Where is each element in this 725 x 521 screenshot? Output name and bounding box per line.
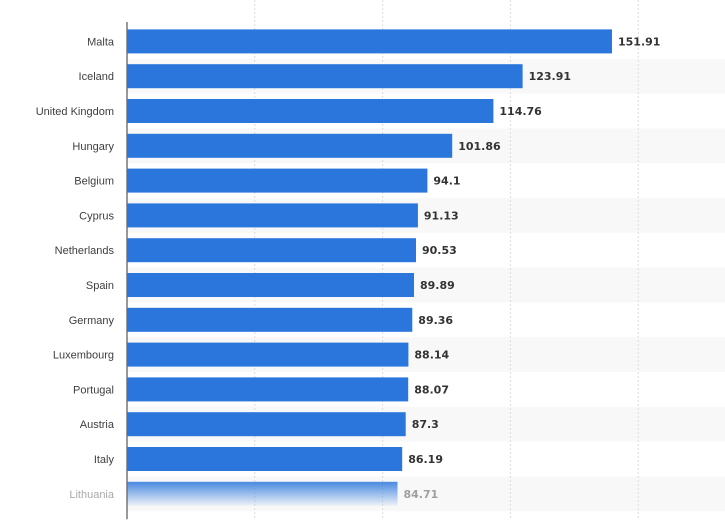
value-label: 114.76 xyxy=(499,105,542,118)
category-label: Germany xyxy=(69,315,115,327)
bar xyxy=(127,447,403,471)
bar xyxy=(127,307,413,332)
category-label: Italy xyxy=(94,454,115,466)
bar xyxy=(127,133,453,158)
value-label: 88.07 xyxy=(414,383,449,396)
value-label: 123.91 xyxy=(529,70,571,83)
value-label: 86.19 xyxy=(408,453,443,466)
value-label: 87.3 xyxy=(412,418,439,431)
bar xyxy=(127,377,409,402)
bar xyxy=(127,99,494,123)
category-label: Netherlands xyxy=(55,245,115,257)
category-label: Iceland xyxy=(79,71,114,83)
bar xyxy=(127,64,523,89)
bar xyxy=(127,168,428,193)
value-label: 89.89 xyxy=(420,279,455,292)
value-label: 94.1 xyxy=(433,175,460,188)
category-label: United Kingdom xyxy=(36,106,114,118)
category-label: Hungary xyxy=(72,141,114,153)
bar xyxy=(127,203,418,228)
bar xyxy=(127,273,414,297)
value-label: 89.36 xyxy=(418,314,453,327)
category-label: Malta xyxy=(87,36,115,48)
value-label: 91.13 xyxy=(424,209,459,222)
value-label: 90.53 xyxy=(422,244,457,257)
category-label: Spain xyxy=(86,280,114,292)
category-label: Lithuania xyxy=(69,489,115,501)
value-label: 84.71 xyxy=(404,488,439,501)
value-label: 151.91 xyxy=(618,35,660,48)
category-label: Austria xyxy=(80,419,115,431)
category-label: Portugal xyxy=(73,384,114,396)
bar xyxy=(127,412,406,437)
bar xyxy=(127,238,416,263)
category-label: Luxembourg xyxy=(53,350,114,362)
bar xyxy=(127,481,398,506)
value-label: 88.14 xyxy=(414,349,449,362)
bar xyxy=(127,29,612,54)
category-label: Cyprus xyxy=(79,210,114,222)
bar xyxy=(127,342,409,367)
value-label: 101.86 xyxy=(458,140,501,153)
category-label: Belgium xyxy=(74,176,114,188)
